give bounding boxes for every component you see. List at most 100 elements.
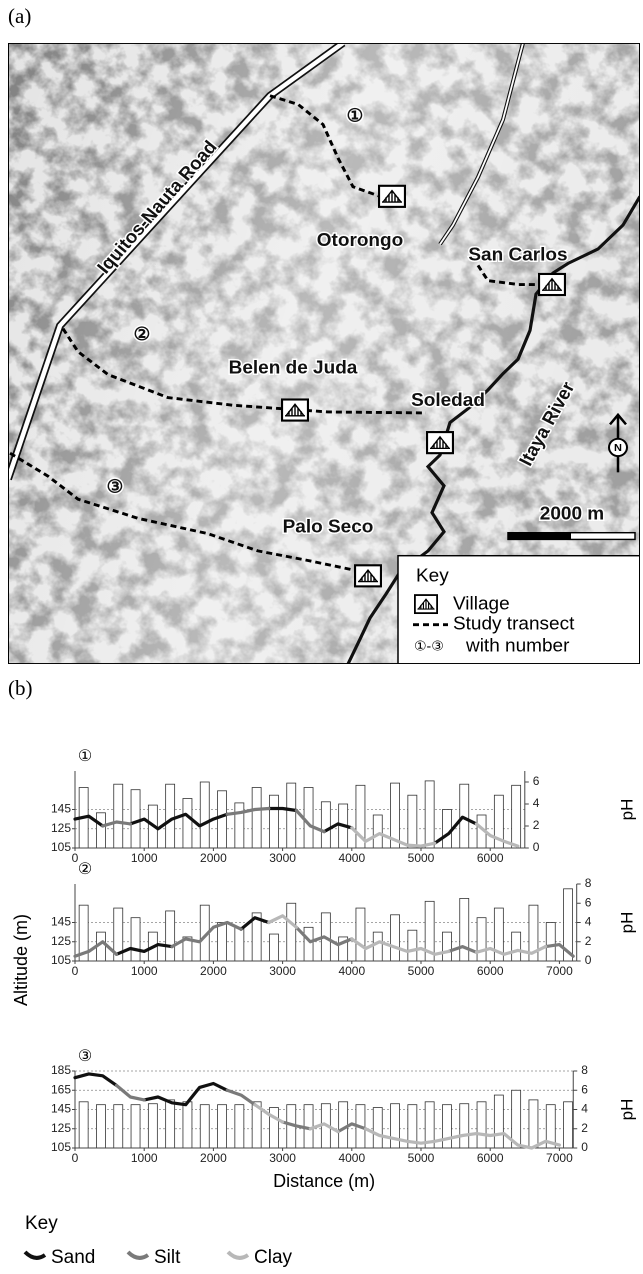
ph-bar	[373, 815, 382, 848]
y-tick-label: 145	[51, 802, 71, 816]
ph-bar	[218, 923, 227, 962]
village-icon	[539, 274, 565, 295]
x-tick-label: 7000	[546, 1151, 573, 1165]
y-tick-label: 185	[51, 1063, 71, 1077]
y2-tick-label: 0	[585, 953, 592, 967]
y-tick-label: 165	[51, 1082, 71, 1096]
legend-title: Key	[25, 1213, 58, 1234]
ph-bar	[235, 927, 244, 961]
ph-bar	[114, 1105, 123, 1148]
x-tick-label: 0	[72, 964, 79, 978]
x-tick-label: 5000	[408, 964, 435, 978]
y-tick-label: 105	[51, 840, 71, 854]
ph-bar	[460, 1104, 469, 1148]
ph-bar	[166, 784, 175, 848]
ph-bar	[442, 1105, 451, 1148]
ph-bar	[442, 932, 451, 961]
ph-bar	[391, 1104, 400, 1148]
key-label: Village	[453, 593, 510, 614]
y2-tick-label: 2	[533, 818, 540, 832]
ph-bar	[529, 1100, 538, 1148]
ph-bar	[356, 908, 365, 961]
ph-bar	[321, 802, 330, 848]
y2-tick-label: 8	[585, 876, 592, 890]
ph-bar	[373, 1108, 382, 1148]
village-icon	[355, 565, 381, 586]
x-tick-label: 2000	[200, 964, 227, 978]
y2-tick-label: 0	[581, 1140, 588, 1154]
legend-swatch	[25, 1252, 45, 1258]
transect-number: ①	[346, 105, 363, 126]
village-label: San Carlos	[468, 244, 567, 265]
legend-label: Clay	[254, 1247, 293, 1268]
x-axis-label: Distance (m)	[273, 1171, 375, 1191]
ph-bar	[96, 1105, 105, 1148]
legend-swatch	[128, 1252, 148, 1258]
ph-bar	[373, 932, 382, 961]
x-tick-label: 1000	[131, 1151, 158, 1165]
ph-bar	[287, 783, 296, 848]
key-label: Study transect	[453, 613, 575, 634]
ph-bar	[166, 911, 175, 961]
y2-tick-label: 6	[581, 1082, 588, 1096]
y-tick-label: 105	[51, 953, 71, 967]
ph-bar	[218, 791, 227, 848]
y2-axis-label: pH	[617, 799, 636, 821]
x-tick-label: 5000	[408, 851, 435, 865]
ph-bar	[269, 934, 278, 961]
x-tick-label: 1000	[131, 851, 158, 865]
transect-number: ②	[133, 323, 150, 344]
ph-bar	[269, 795, 278, 848]
ph-bar	[96, 813, 105, 848]
x-tick-label: 2000	[200, 1151, 227, 1165]
x-tick-label: 4000	[338, 1151, 365, 1165]
transect-number: ③	[106, 476, 123, 497]
charts: SandSiltClay①1051251450246pH010002000300…	[25, 748, 636, 1268]
ph-bar	[460, 898, 469, 961]
map-key: Key Village Study transect ①-③ with numb…	[398, 556, 640, 664]
ph-bar	[391, 915, 400, 961]
y2-tick-label: 8	[581, 1063, 588, 1077]
y-tick-label: 145	[51, 1102, 71, 1116]
key-title: Key	[416, 565, 449, 586]
ph-bar	[408, 795, 417, 848]
chart-title: ①	[78, 748, 92, 765]
ph-bar	[512, 785, 521, 848]
y2-tick-label: 4	[585, 915, 592, 929]
ph-bar	[425, 781, 434, 848]
ph-bar	[131, 790, 140, 848]
village-label: Soledad	[411, 390, 485, 411]
y2-tick-label: 6	[533, 774, 540, 788]
y2-axis-label: pH	[617, 1099, 636, 1121]
y2-tick-label: 4	[581, 1102, 588, 1116]
x-tick-label: 4000	[338, 964, 365, 978]
chart-title: ②	[78, 861, 92, 878]
key-village-icon	[415, 595, 437, 613]
ph-bar	[304, 788, 313, 849]
y2-tick-label: 4	[533, 796, 540, 810]
ph-bar	[200, 782, 209, 848]
ph-bar	[339, 1102, 348, 1148]
x-tick-label: 3000	[269, 851, 296, 865]
key-label: ①-③	[414, 639, 444, 654]
y2-tick-label: 0	[533, 840, 540, 854]
village-label: Belen de Juda	[229, 357, 358, 378]
ph-bar	[114, 784, 123, 848]
ph-bar	[200, 1105, 209, 1148]
x-tick-label: 0	[72, 1151, 79, 1165]
x-tick-label: 7000	[546, 964, 573, 978]
legend-label: Silt	[154, 1247, 181, 1268]
page: (a) Iquitos-Nauta Road Otorongo San Carl…	[0, 0, 643, 1274]
y2-tick-label: 6	[585, 895, 592, 909]
village-label: Palo Seco	[283, 516, 374, 537]
legend-label: Sand	[51, 1247, 95, 1268]
ph-bar	[546, 923, 555, 962]
panel-label: (b)	[8, 676, 33, 700]
ph-bar	[148, 1104, 157, 1148]
altitude-line	[75, 1074, 227, 1105]
y2-axis-label: pH	[617, 912, 636, 934]
ph-bar	[131, 1105, 140, 1148]
x-tick-label: 2000	[200, 851, 227, 865]
map: Iquitos-Nauta Road Otorongo San Carlos B…	[8, 43, 640, 664]
ph-bar	[477, 1102, 486, 1148]
